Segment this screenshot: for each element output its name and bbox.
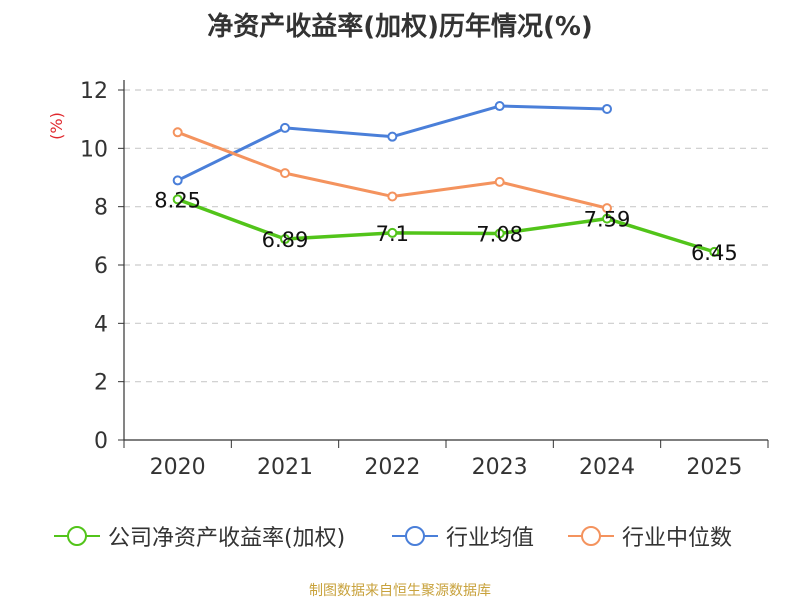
x-tick-label: 2020 xyxy=(150,455,206,480)
series-point-0[interactable] xyxy=(172,194,183,205)
data-label: 7.1 xyxy=(376,222,409,246)
series-point-0[interactable] xyxy=(494,228,505,239)
series-point-2[interactable] xyxy=(387,191,398,202)
series-point-1[interactable] xyxy=(602,103,612,114)
x-tick-label: 2025 xyxy=(686,455,742,480)
data-label: 8.25 xyxy=(154,188,201,212)
data-labels: 8.25 6.89 7.1 7.08 7.59 6.45 xyxy=(154,188,737,265)
legend-company-label: 公司净资产收益率(加权) xyxy=(108,526,346,551)
x-tick-label: 2021 xyxy=(257,455,313,480)
legend-company-marker xyxy=(54,526,100,546)
legend-industry-mean[interactable]: 行业均值 xyxy=(390,520,534,552)
y-tick-label: 12 xyxy=(80,79,108,104)
chart-title: 净资产收益率(加权)历年情况(%) xyxy=(207,12,593,42)
series-point-2[interactable] xyxy=(280,168,290,179)
y-tick-label: 4 xyxy=(94,312,108,337)
legend-company[interactable]: 公司净资产收益率(加权) xyxy=(52,520,345,552)
legend-industry-median-label: 行业中位数 xyxy=(622,526,733,551)
series-point-1[interactable] xyxy=(172,175,183,186)
y-tick-label: 8 xyxy=(94,196,108,221)
data-label: 6.89 xyxy=(262,228,309,252)
series-line-1 xyxy=(177,104,608,182)
series-point-2[interactable] xyxy=(494,176,505,187)
series-line-0 xyxy=(177,197,715,254)
x-tick-label: 2024 xyxy=(579,455,635,480)
y-tick-label: 0 xyxy=(94,429,108,454)
series-point-1[interactable] xyxy=(494,101,505,112)
source-note: 制图数据来自恒生聚源数据库 xyxy=(309,583,491,599)
y-tick-label: 2 xyxy=(94,371,108,396)
series-point-2[interactable] xyxy=(602,203,612,214)
y-tick-label: 6 xyxy=(94,254,108,279)
axes: 0 2 4 6 8 10 12 2020 2021 2022 2023 2024 2025 xyxy=(80,79,769,480)
grid-lines xyxy=(124,89,768,383)
series-point-0[interactable] xyxy=(709,246,720,257)
series-point-0[interactable] xyxy=(602,213,612,224)
legend-industry-mean-marker xyxy=(392,526,438,546)
legend-industry-median[interactable]: 行业中位数 xyxy=(566,520,732,552)
x-tick-label: 2022 xyxy=(364,455,420,480)
data-label: 6.45 xyxy=(691,241,738,265)
series-lines xyxy=(172,101,720,257)
series-point-1[interactable] xyxy=(387,131,398,142)
data-label: 7.08 xyxy=(476,223,523,247)
x-tick-label: 2023 xyxy=(472,455,528,480)
legend-industry-median-marker xyxy=(568,526,614,546)
series-point-0[interactable] xyxy=(280,234,290,245)
legend-industry-mean-label: 行业均值 xyxy=(446,526,535,551)
series-point-0[interactable] xyxy=(387,227,398,238)
series-point-1[interactable] xyxy=(280,122,290,133)
series-point-2[interactable] xyxy=(172,127,183,138)
y-tick-label: 10 xyxy=(80,137,108,162)
y-axis-label: (%) xyxy=(47,112,66,140)
data-label: 7.59 xyxy=(584,208,631,232)
